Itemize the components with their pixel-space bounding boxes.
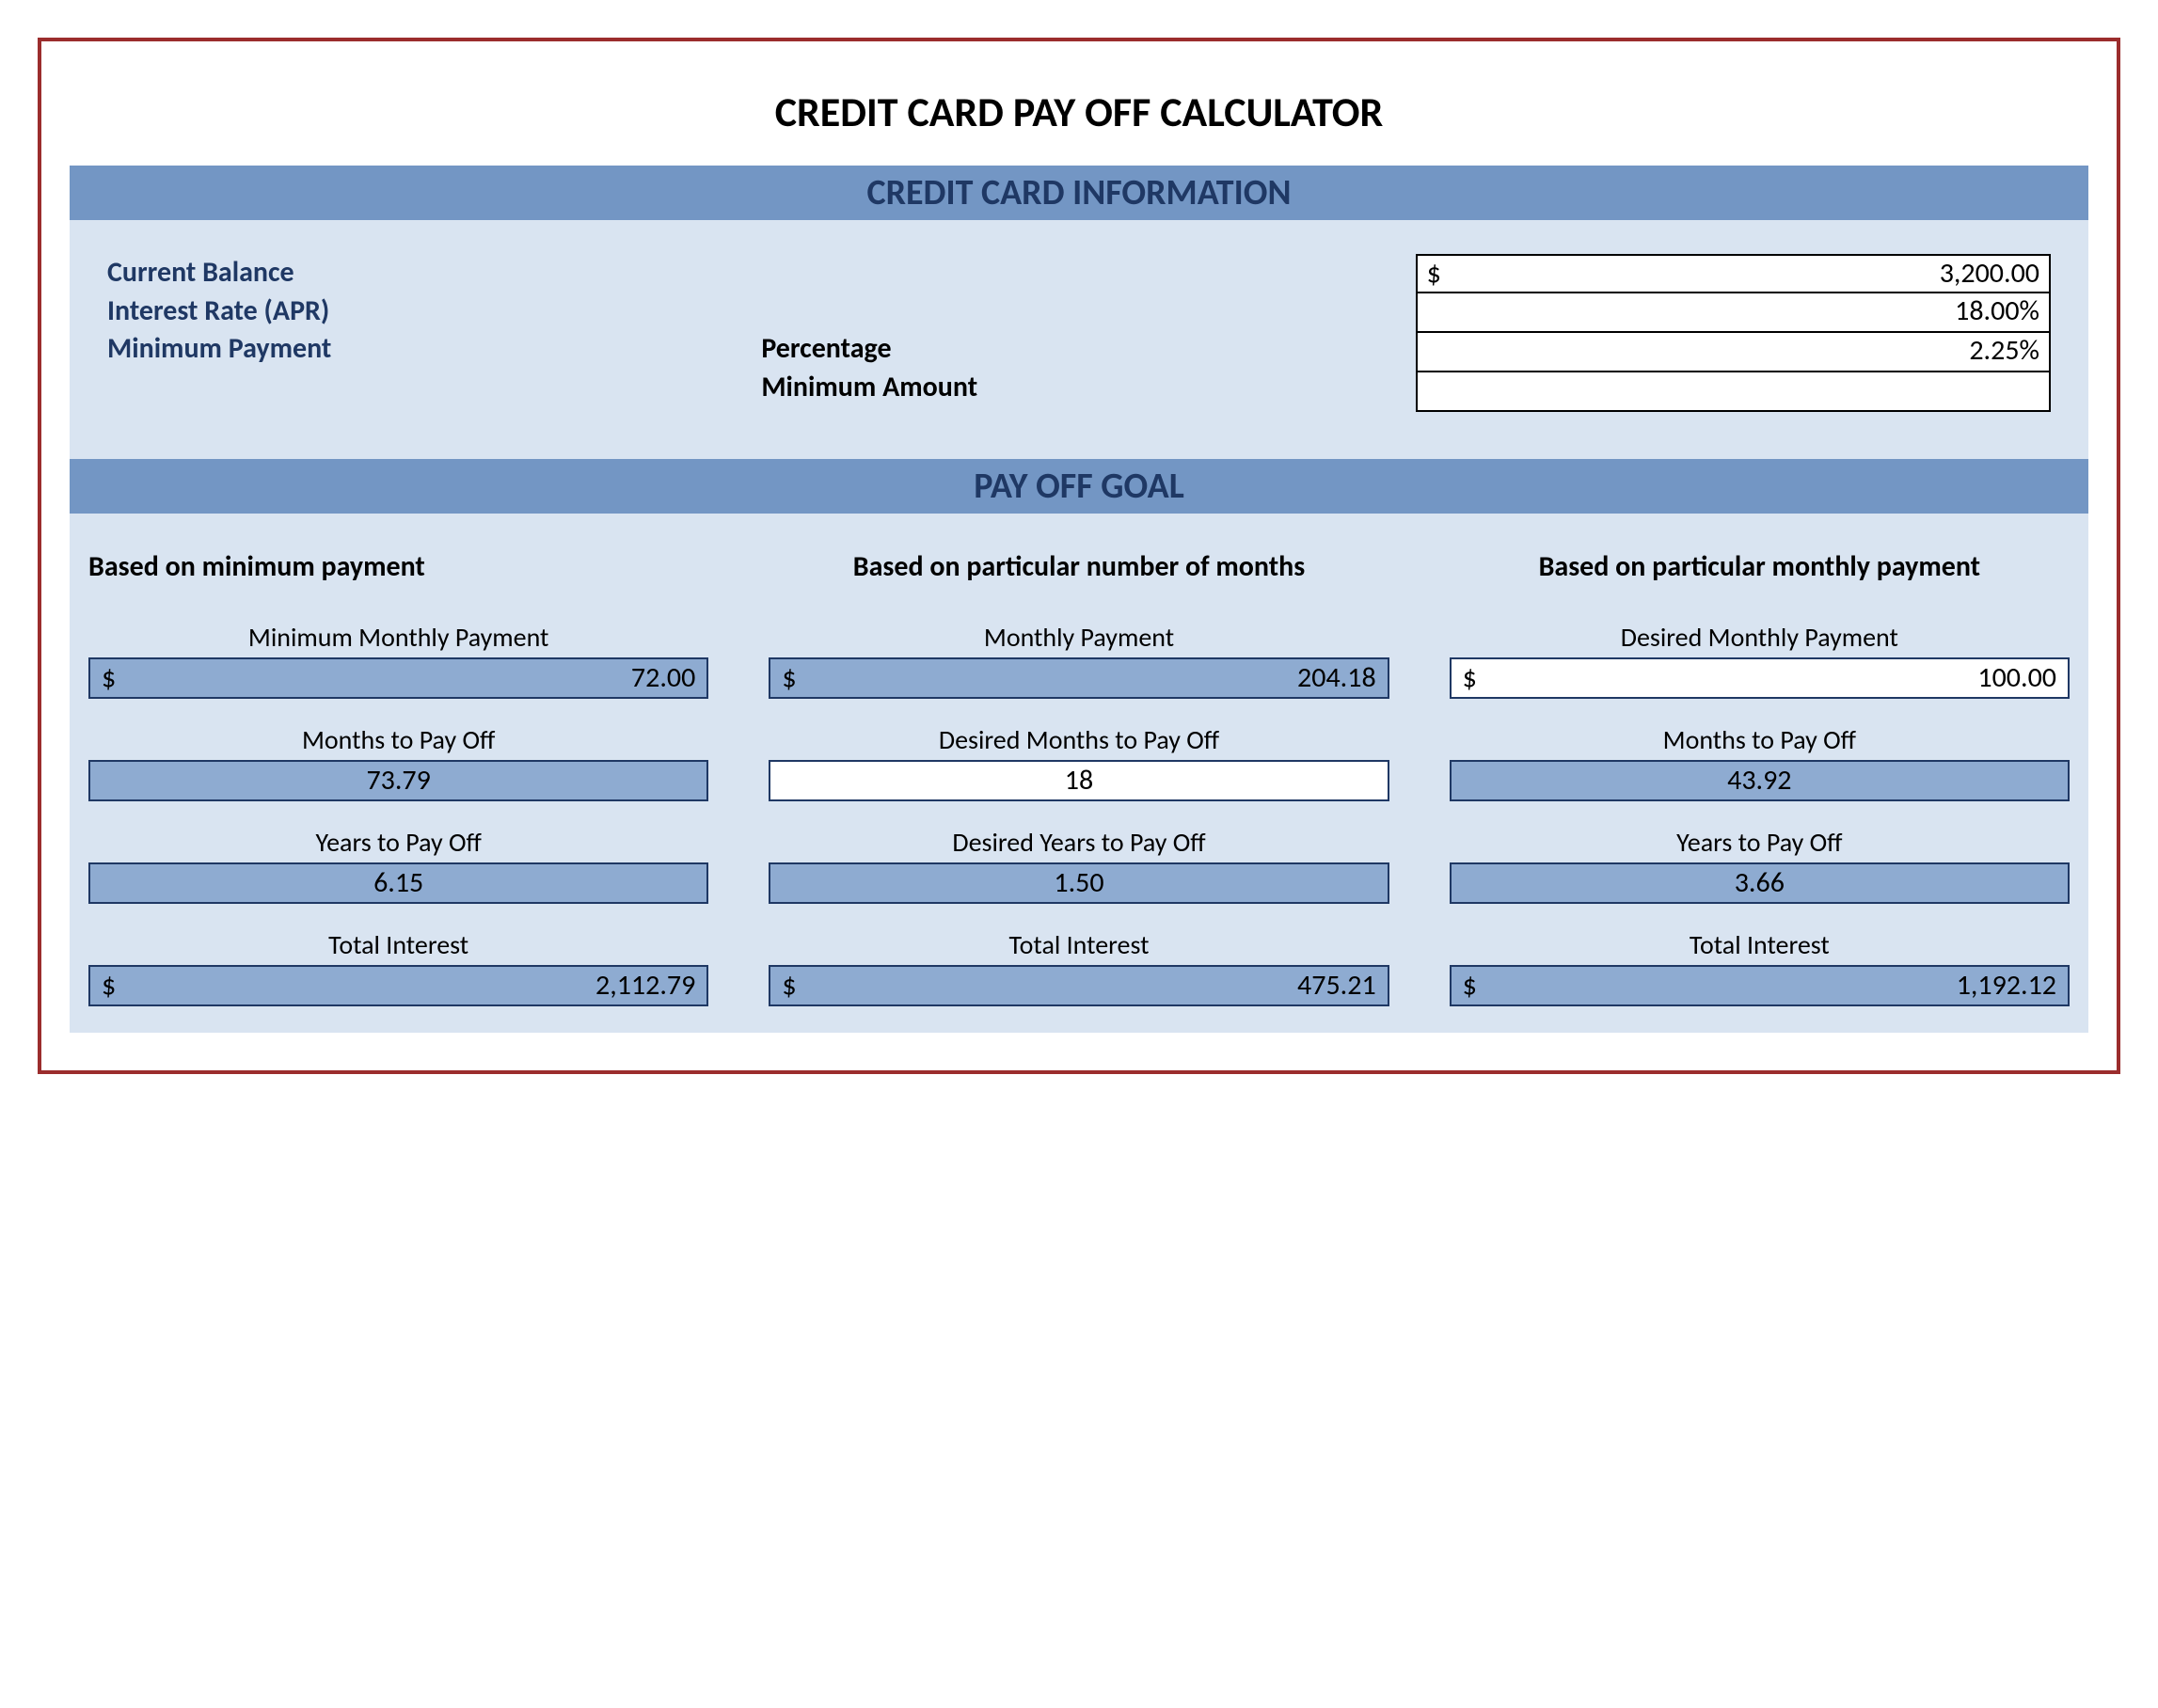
currency-symbol: $ [782, 659, 796, 697]
calculator-frame: CREDIT CARD PAY OFF CALCULATOR CREDIT CA… [38, 38, 2120, 1074]
goal-field-label: Years to Pay Off [1450, 826, 2070, 859]
currency-symbol: $ [1427, 256, 1441, 292]
currency-symbol: $ [1463, 967, 1477, 1004]
currency-symbol: $ [102, 659, 116, 697]
spacer [761, 254, 1396, 293]
goal-column-head: Based on particular monthly payment [1450, 525, 2070, 609]
goal-value-box[interactable]: 18 [769, 760, 1388, 801]
goal-value: 1,192.12 [1957, 968, 2056, 1003]
goal-value: 18 [1065, 763, 1093, 798]
goal-field-label: Months to Pay Off [88, 723, 708, 756]
current-balance-value: 3,200.00 [1940, 256, 2039, 291]
goal-field-label: Total Interest [769, 928, 1388, 961]
page-title: CREDIT CARD PAY OFF CALCULATOR [70, 87, 2088, 137]
goal-value: 43.92 [1727, 763, 1791, 798]
goal-banner: PAY OFF GOAL [70, 459, 2088, 514]
goal-field-label: Monthly Payment [769, 621, 1388, 654]
goal-field-label: Desired Months to Pay Off [769, 723, 1388, 756]
goal-value-box: $475.21 [769, 965, 1388, 1006]
minimum-amount-input[interactable] [1416, 372, 2051, 412]
goal-value-box: 6.15 [88, 862, 708, 904]
currency-symbol: $ [1463, 659, 1477, 697]
interest-rate-value: 18.00% [1955, 293, 2039, 328]
goal-value-box: 43.92 [1450, 760, 2070, 801]
goal-col-by-payment: Based on particular monthly payment Desir… [1431, 514, 2088, 1033]
currency-symbol: $ [782, 967, 796, 1004]
goal-field-label: Months to Pay Off [1450, 723, 2070, 756]
goal-value: 475.21 [1297, 968, 1376, 1003]
spacer [761, 293, 1396, 331]
goal-value-box[interactable]: $100.00 [1450, 657, 2070, 699]
goal-value-box: $2,112.79 [88, 965, 708, 1006]
goal-value-box: $72.00 [88, 657, 708, 699]
label-minimum-payment: Minimum Payment [107, 330, 742, 369]
goal-value-box: 1.50 [769, 862, 1388, 904]
currency-symbol: $ [102, 967, 116, 1004]
goal-field-label: Total Interest [1450, 928, 2070, 961]
goal-column-head: Based on minimum payment [88, 525, 708, 609]
label-percentage: Percentage [761, 330, 1396, 369]
label-minimum-amount: Minimum Amount [761, 369, 1396, 407]
goal-value: 3.66 [1735, 865, 1785, 900]
goal-value: 100.00 [1977, 660, 2056, 695]
label-interest-rate: Interest Rate (APR) [107, 293, 742, 331]
goal-value: 6.15 [373, 865, 423, 900]
percentage-input[interactable]: 2.25% [1416, 333, 2051, 372]
info-banner: CREDIT CARD INFORMATION [70, 166, 2088, 220]
goal-col-by-months: Based on particular number of months Mont… [750, 514, 1407, 1033]
goal-field-label: Desired Years to Pay Off [769, 826, 1388, 859]
percentage-value: 2.25% [1969, 333, 2039, 368]
goal-value: 72.00 [631, 660, 695, 695]
goal-value: 73.79 [366, 763, 430, 798]
goal-value: 204.18 [1297, 660, 1376, 695]
goal-field-label: Minimum Monthly Payment [88, 621, 708, 654]
goal-value-box: $204.18 [769, 657, 1388, 699]
goal-grid: Based on minimum payment Minimum Monthly … [70, 514, 2088, 1033]
goal-value: 2,112.79 [595, 968, 695, 1003]
interest-rate-input[interactable]: 18.00% [1416, 293, 2051, 333]
goal-field-label: Total Interest [88, 928, 708, 961]
goal-field-label: Years to Pay Off [88, 826, 708, 859]
goal-column-head: Based on particular number of months [769, 525, 1388, 609]
goal-field-label: Desired Monthly Payment [1450, 621, 2070, 654]
goal-value: 1.50 [1054, 865, 1103, 900]
goal-value-box: 73.79 [88, 760, 708, 801]
goal-col-min-payment: Based on minimum payment Minimum Monthly … [70, 514, 727, 1033]
goal-value-box: $1,192.12 [1450, 965, 2070, 1006]
label-current-balance: Current Balance [107, 254, 742, 293]
info-panel: Current Balance Interest Rate (APR) Mini… [70, 220, 2088, 459]
current-balance-input[interactable]: $ 3,200.00 [1416, 254, 2051, 293]
goal-value-box: 3.66 [1450, 862, 2070, 904]
